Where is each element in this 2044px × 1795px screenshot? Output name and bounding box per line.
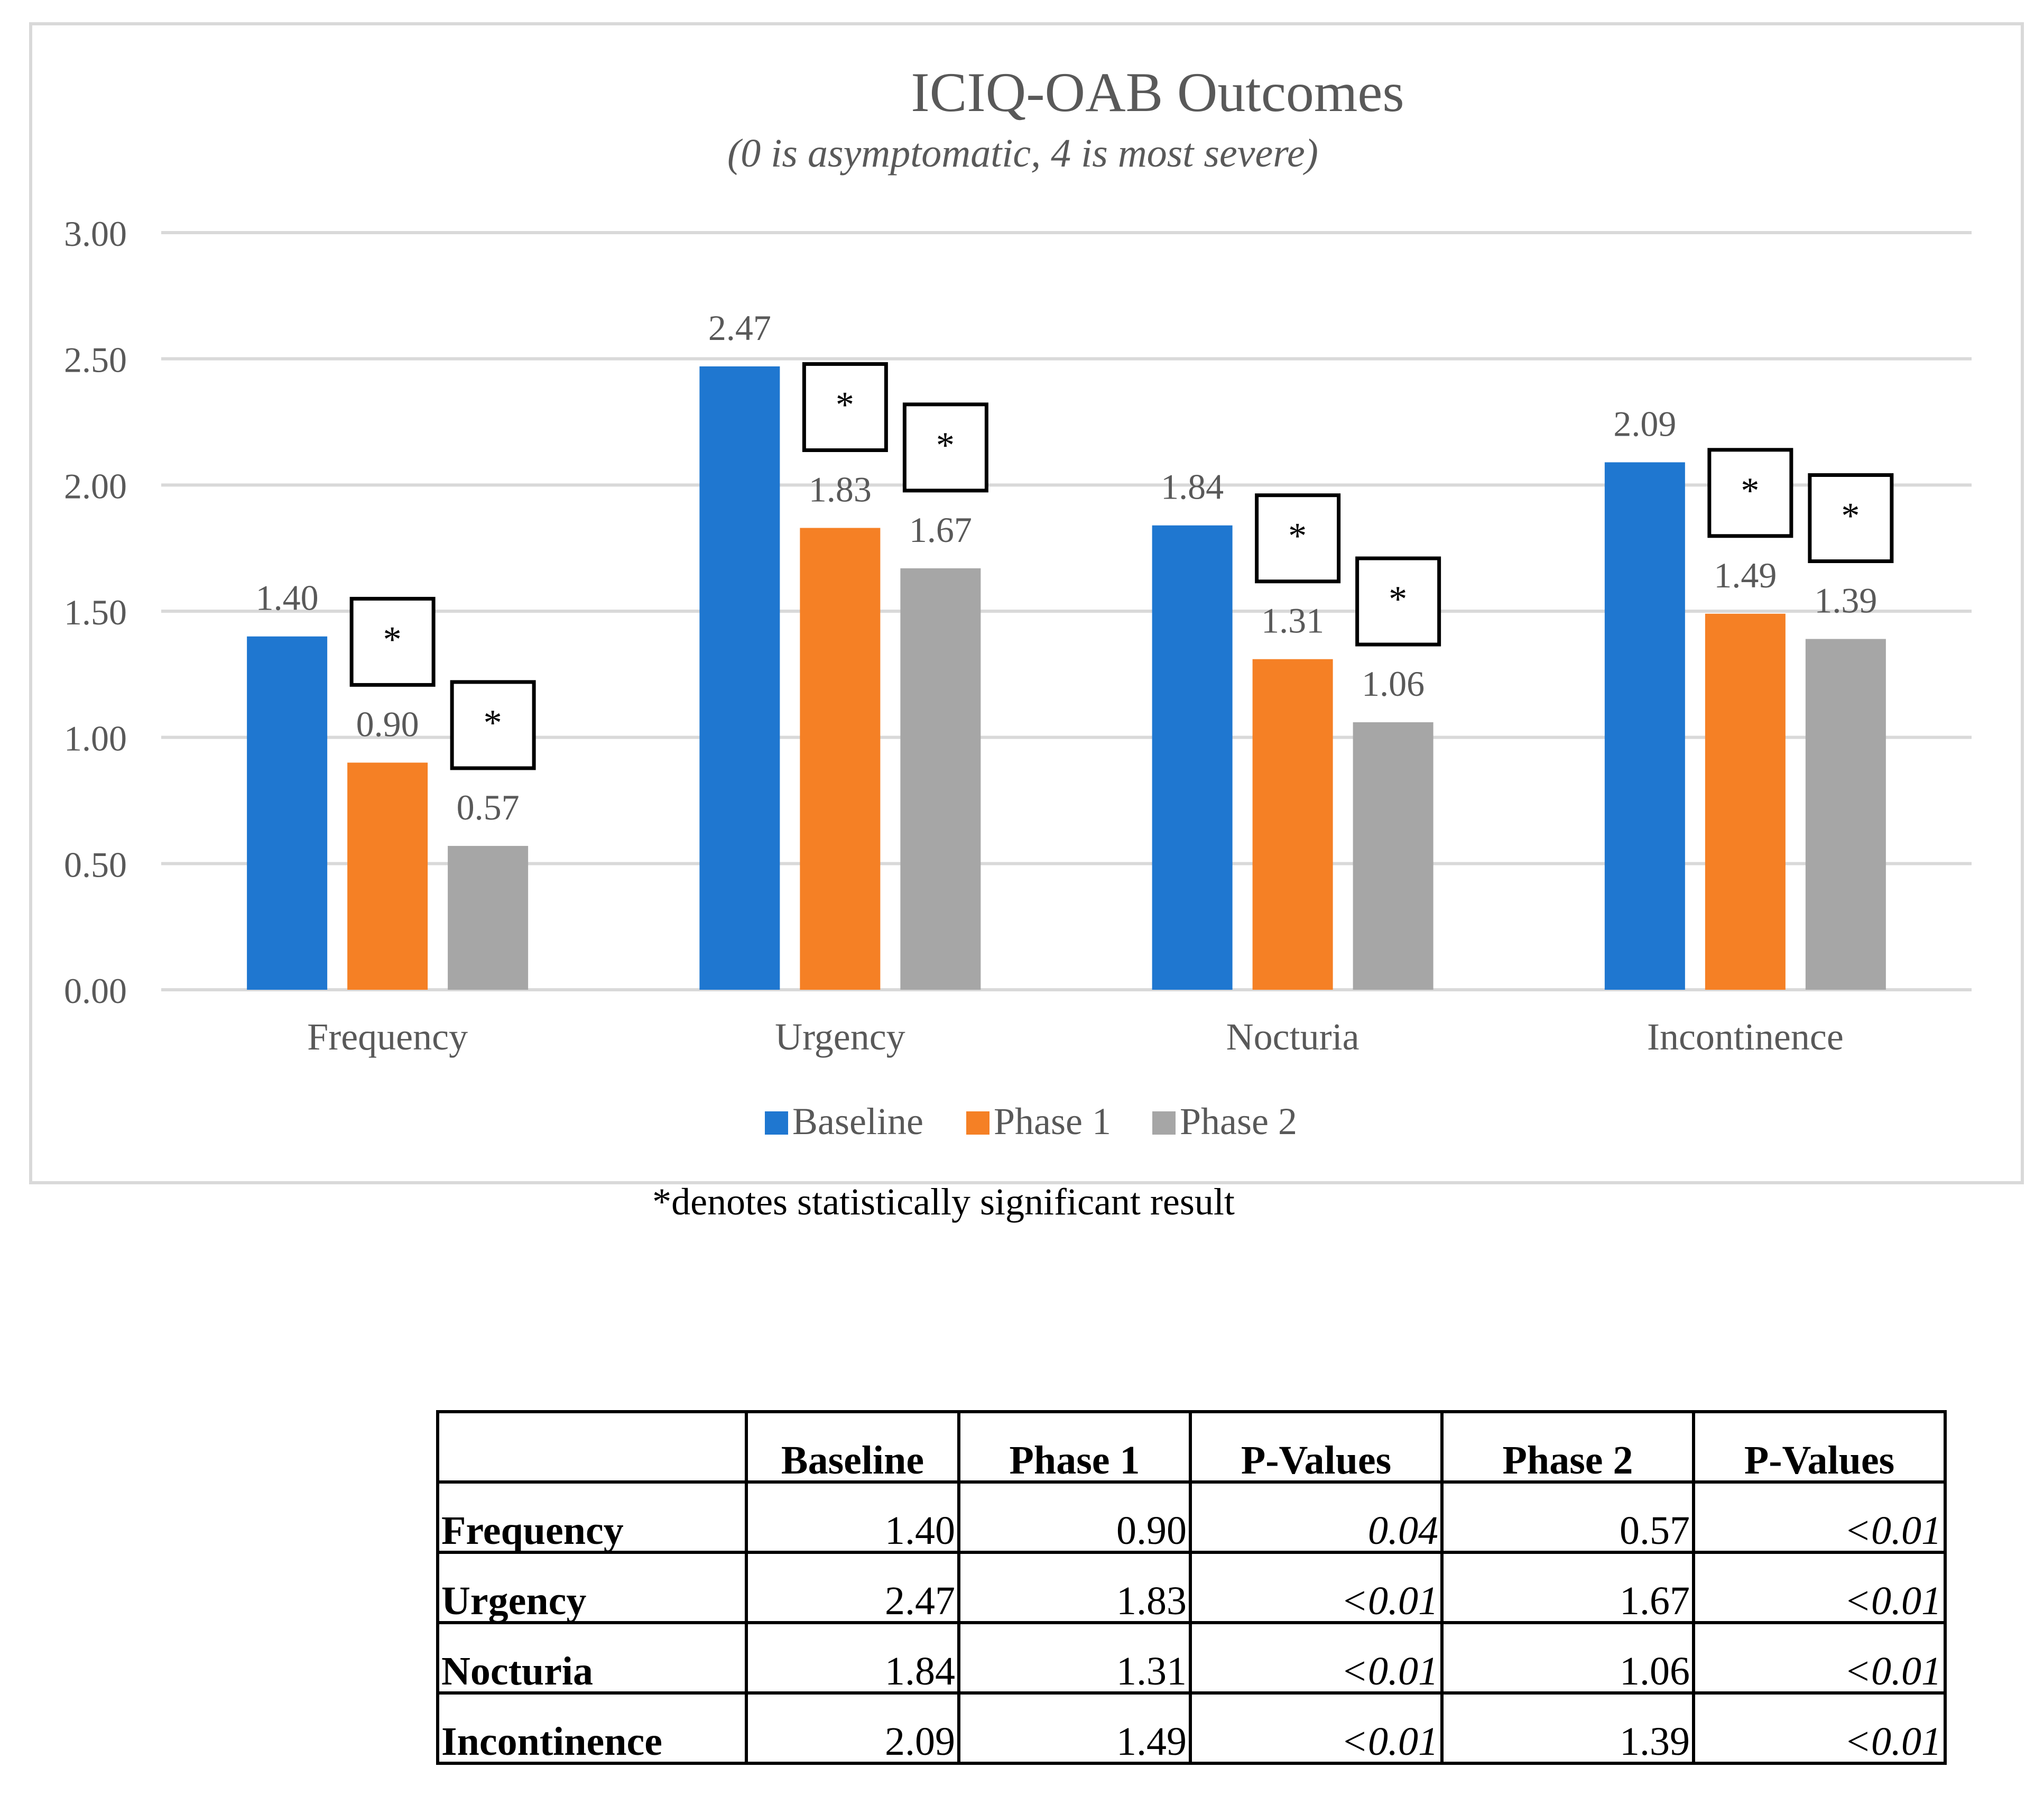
table-header-cell: Phase 2 <box>1440 1410 1695 1484</box>
baseline-cell: 1.84 <box>745 1621 960 1695</box>
significance-marker: * <box>484 703 502 743</box>
p-value-cell: <0.01 <box>1692 1621 1947 1695</box>
significance-marker: * <box>1741 471 1759 511</box>
data-label: 1.49 <box>1714 555 1777 595</box>
data-label: 1.39 <box>1814 581 1877 621</box>
row-label: Incontinence <box>436 1691 748 1765</box>
data-label: 0.90 <box>356 704 419 744</box>
x-tick-label: Frequency <box>307 1016 468 1058</box>
significance-marker: * <box>1389 579 1407 620</box>
legend-swatch <box>1152 1111 1176 1135</box>
table-row: Urgency 2.47 1.83 <0.01 1.67 <0.01 <box>436 1551 1947 1624</box>
table-row: Frequency 1.40 0.90 0.04 0.57 <0.01 <box>436 1480 1947 1554</box>
data-label: 1.67 <box>909 510 972 550</box>
p-value-cell: 0.04 <box>1189 1480 1444 1554</box>
x-tick-label: Urgency <box>775 1016 905 1058</box>
significance-marker: * <box>1841 496 1860 537</box>
phase2-cell: 1.39 <box>1440 1691 1695 1765</box>
p-value-cell: <0.01 <box>1189 1691 1444 1765</box>
significance-box <box>1707 448 1793 538</box>
data-label: 2.47 <box>708 308 771 348</box>
significance-box <box>349 596 436 687</box>
row-label: Nocturia <box>436 1621 748 1695</box>
phase1-cell: 1.31 <box>957 1621 1192 1695</box>
p-value-cell: <0.01 <box>1692 1551 1947 1624</box>
row-label: Urgency <box>436 1551 748 1624</box>
y-tick-label: 1.00 <box>64 719 127 759</box>
significance-marker: * <box>936 425 955 466</box>
baseline-cell: 2.09 <box>745 1691 960 1765</box>
significance-box <box>802 362 888 452</box>
table-row: Incontinence 2.09 1.49 <0.01 1.39 <0.01 <box>436 1691 1947 1765</box>
phase2-cell: 1.06 <box>1440 1621 1695 1695</box>
data-label: 1.83 <box>809 469 872 509</box>
table-header-cell: P-Values <box>1189 1410 1444 1484</box>
data-label: 2.09 <box>1613 403 1676 444</box>
legend-label: Baseline <box>792 1100 923 1143</box>
bar <box>800 528 881 990</box>
table-header-cell <box>436 1410 748 1484</box>
significance-box <box>1355 556 1441 647</box>
legend-label: Phase 1 <box>994 1100 1111 1143</box>
y-tick-label: 2.00 <box>64 466 127 506</box>
phase1-cell: 0.90 <box>957 1480 1192 1554</box>
significance-marker: * <box>383 619 402 660</box>
bar <box>1805 639 1886 990</box>
y-tick-label: 0.00 <box>64 971 127 1011</box>
p-value-cell: <0.01 <box>1189 1551 1444 1624</box>
legend-swatch <box>966 1111 989 1135</box>
significance-box <box>902 402 988 493</box>
legend-swatch <box>765 1111 788 1135</box>
y-tick-label: 1.50 <box>64 592 127 632</box>
table-header-cell: Phase 1 <box>957 1410 1192 1484</box>
stats-table: Baseline Phase 1 P-Values Phase 2 P-Valu… <box>436 1410 1947 1765</box>
bar <box>900 568 981 990</box>
phase2-cell: 1.67 <box>1440 1551 1695 1624</box>
chart-subtitle: (0 is asymptomatic, 4 is most severe) <box>727 131 1318 176</box>
x-tick-label: Incontinence <box>1647 1016 1844 1058</box>
significance-box <box>450 680 536 770</box>
baseline-cell: 2.47 <box>745 1551 960 1624</box>
x-tick-label: Nocturia <box>1226 1016 1359 1058</box>
legend-label: Phase 2 <box>1180 1100 1297 1143</box>
row-label: Frequency <box>436 1480 748 1554</box>
phase1-cell: 1.49 <box>957 1691 1192 1765</box>
phase1-cell: 1.83 <box>957 1551 1192 1624</box>
bar <box>1152 525 1233 990</box>
significance-box <box>1255 493 1341 584</box>
bar <box>1252 659 1333 990</box>
significance-marker: * <box>1288 516 1307 557</box>
data-label: 1.40 <box>256 578 319 618</box>
y-tick-label: 2.50 <box>64 340 127 380</box>
p-value-cell: <0.01 <box>1692 1480 1947 1554</box>
p-value-cell: <0.01 <box>1692 1691 1947 1765</box>
bar <box>1705 613 1786 990</box>
significance-marker: * <box>836 384 854 425</box>
baseline-cell: 1.40 <box>745 1480 960 1554</box>
significance-box <box>1808 473 1894 564</box>
p-value-cell: <0.01 <box>1189 1621 1444 1695</box>
y-tick-label: 0.50 <box>64 844 127 885</box>
table-row: Nocturia 1.84 1.31 <0.01 1.06 <0.01 <box>436 1621 1947 1695</box>
chart-title: ICIQ-OAB Outcomes <box>911 61 1404 123</box>
chart-frame <box>29 22 2024 1184</box>
bar <box>1604 462 1685 990</box>
table-header-row: Baseline Phase 1 P-Values Phase 2 P-Valu… <box>436 1410 1947 1484</box>
phase2-cell: 0.57 <box>1440 1480 1695 1554</box>
data-label: 1.31 <box>1261 601 1324 641</box>
bar <box>699 366 780 990</box>
table-header-cell: P-Values <box>1692 1410 1947 1484</box>
data-label: 1.84 <box>1161 467 1224 507</box>
significance-note: *denotes statistically significant resul… <box>652 1181 1235 1223</box>
bar <box>347 762 428 990</box>
data-label: 1.06 <box>1362 664 1425 704</box>
bar <box>448 845 529 990</box>
data-label: 0.57 <box>457 787 520 827</box>
chart: ICIQ-OAB Outcomes (0 is asymptomatic, 4 … <box>29 22 2024 1184</box>
bar <box>247 636 328 990</box>
table-header-cell: Baseline <box>745 1410 960 1484</box>
y-tick-label: 3.00 <box>64 214 127 254</box>
bar <box>1353 722 1433 990</box>
